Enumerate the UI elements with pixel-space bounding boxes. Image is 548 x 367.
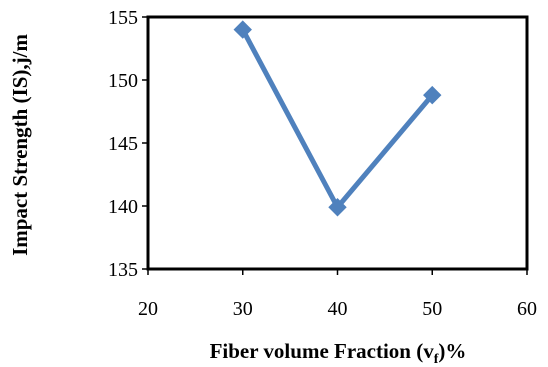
y-axis: 135 140 145 150 155: [108, 7, 148, 281]
x-tick-label: 30: [233, 298, 253, 320]
data-point-marker: [328, 198, 347, 217]
x-tick-label: 20: [138, 298, 158, 320]
y-tick-label: 155: [108, 7, 138, 29]
data-point-marker: [233, 20, 252, 39]
plot-area-frame: [146, 15, 529, 271]
y-axis-title: Impact Strength (IS),j/m: [8, 34, 32, 256]
y-tick-label: 145: [108, 133, 138, 155]
y-tick-label: 135: [108, 259, 138, 281]
y-tick-label: 140: [108, 196, 138, 218]
x-tick-label: 50: [422, 298, 442, 320]
series-layer: [233, 20, 442, 217]
data-point-marker: [423, 85, 442, 105]
x-tick-label: 40: [328, 298, 348, 320]
y-tick-label: 150: [108, 70, 138, 92]
x-tick-label: 60: [517, 298, 537, 320]
x-axis-title: Fiber volume Fraction (vf)%: [210, 339, 467, 367]
x-axis: 20 30 40 50 60: [138, 269, 537, 320]
